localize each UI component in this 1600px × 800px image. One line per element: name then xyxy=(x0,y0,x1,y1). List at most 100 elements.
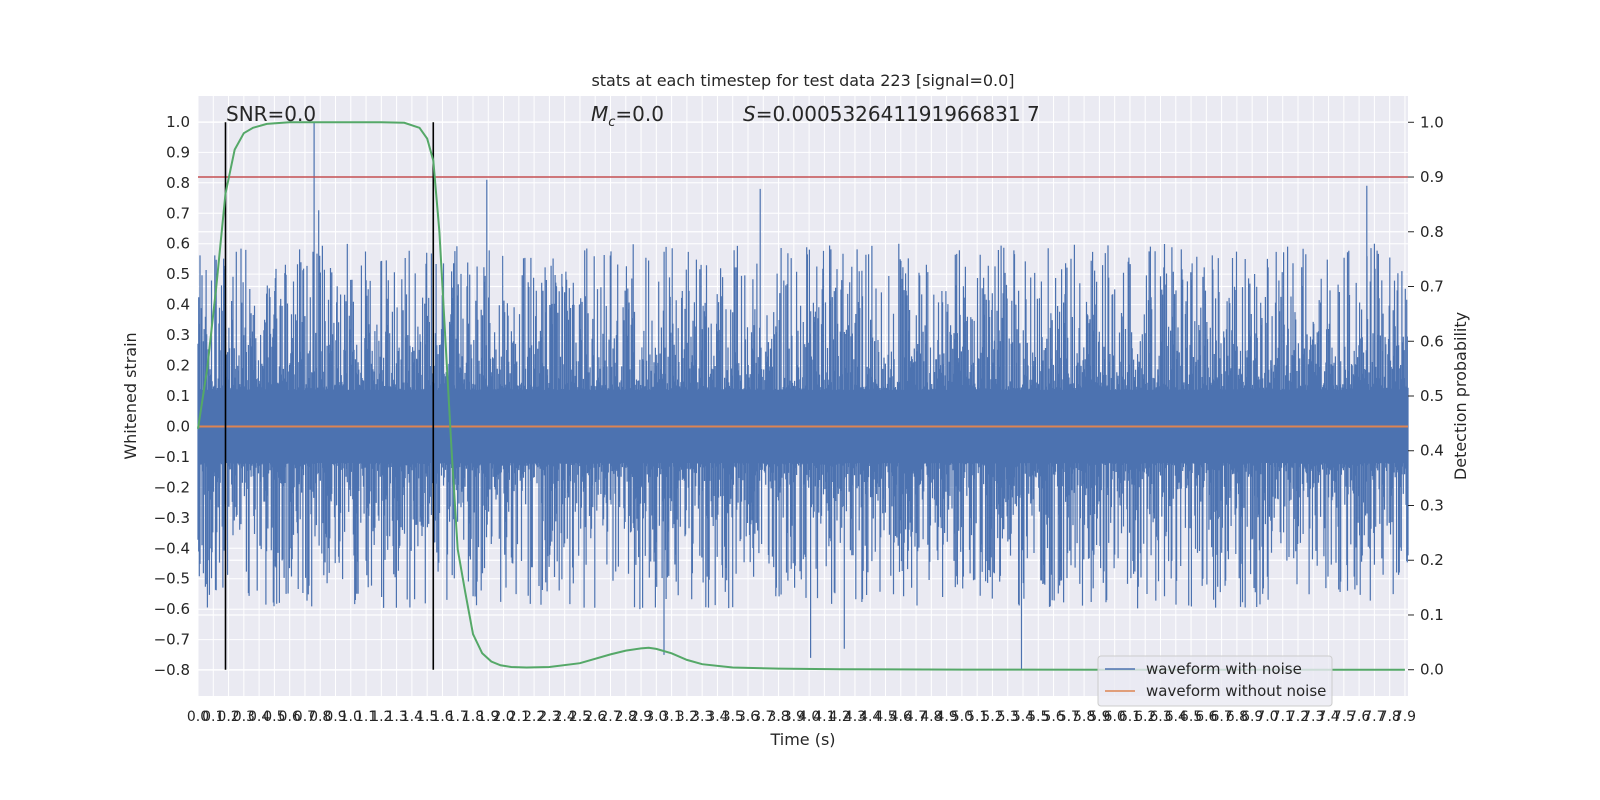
y-tick-label: −0.3 xyxy=(154,509,190,527)
y2-tick-label: 0.5 xyxy=(1420,387,1444,405)
y2-tick-label: 0.3 xyxy=(1420,496,1444,514)
x-tick-label: 1.0 xyxy=(340,709,362,725)
x-tick-label: 0.3 xyxy=(233,709,255,725)
y-tick-label: 0.2 xyxy=(166,357,190,375)
mc-symbol: M xyxy=(591,102,608,126)
x-tick-label: 6.2 xyxy=(1134,709,1156,725)
x-tick-label: 5.1 xyxy=(966,709,988,725)
y-tick-label: 0.4 xyxy=(166,296,190,314)
x-tick-label: 2.9 xyxy=(630,709,652,725)
mc-annotation: Mc=0.0 xyxy=(591,102,664,130)
x-tick-label: 7.5 xyxy=(1333,709,1355,725)
x-tick-label: 5.4 xyxy=(1012,709,1034,725)
x-tick-label: 0.6 xyxy=(279,709,301,725)
x-tick-label: 5.8 xyxy=(1073,709,1095,725)
mc-subscript: c xyxy=(608,115,615,130)
x-tick-label: 7.8 xyxy=(1379,709,1401,725)
x-tick-label: 7.3 xyxy=(1302,709,1324,725)
x-tick-label: 1.8 xyxy=(462,709,484,725)
x-tick-label: 1.9 xyxy=(477,709,499,725)
y2-tick-label: 0.2 xyxy=(1420,551,1444,569)
x-tick-label: 4.1 xyxy=(813,709,835,725)
legend-label-with-noise: waveform with noise xyxy=(1146,660,1302,678)
x-tick-label: 3.8 xyxy=(767,709,789,725)
x-tick-label: 3.9 xyxy=(783,709,805,725)
x-tick-label: 3.2 xyxy=(676,709,698,725)
x-tick-label: 2.7 xyxy=(599,709,621,725)
y-tick-label: 0.0 xyxy=(166,417,190,435)
x-tick-label: 2.3 xyxy=(538,709,560,725)
x-tick-label: 4.7 xyxy=(905,709,927,725)
x-tick-label: 5.2 xyxy=(981,709,1003,725)
y2-tick-label: 0.1 xyxy=(1420,606,1444,624)
x-tick-label: 6.4 xyxy=(1165,709,1187,725)
y-tick-label: 0.7 xyxy=(166,204,190,222)
legend-box xyxy=(1097,655,1333,707)
x-tick-label: 4.6 xyxy=(890,709,912,725)
y2-tick-label: 0.9 xyxy=(1420,168,1444,186)
x-tick-label: 0.5 xyxy=(263,709,285,725)
x-tick-label: 3.6 xyxy=(737,709,759,725)
x-tick-label: 5.5 xyxy=(1027,709,1049,725)
x-tick-label: 6.5 xyxy=(1180,709,1202,725)
s-annotation: S=0.000532641191966831 7 xyxy=(743,102,1040,126)
y-tick-label: −0.4 xyxy=(154,539,190,557)
y-tick-label: −0.6 xyxy=(154,600,190,618)
x-tick-label: 1.4 xyxy=(401,709,423,725)
y-tick-label: 0.9 xyxy=(166,143,190,161)
x-tick-label: 0.7 xyxy=(294,709,316,725)
x-tick-label: 5.7 xyxy=(1058,709,1080,725)
x-tick-label: 6.3 xyxy=(1149,709,1171,725)
legend: waveform with noise waveform without noi… xyxy=(1097,655,1333,707)
y-tick-label: 0.8 xyxy=(166,174,190,192)
legend-label-without-noise: waveform without noise xyxy=(1146,682,1326,700)
s-symbol: S xyxy=(743,102,756,126)
x-tick-label: 1.7 xyxy=(447,709,469,725)
x-tick-label: 0.9 xyxy=(324,709,346,725)
x-tick-label: 3.0 xyxy=(645,709,667,725)
x-tick-label: 2.6 xyxy=(584,709,606,725)
y2-tick-label: 1.0 xyxy=(1420,113,1444,131)
y2-axis-label: Detection probability xyxy=(1451,312,1470,480)
x-tick-label: 0.0 xyxy=(187,709,209,725)
x-tick-label: 1.1 xyxy=(355,709,377,725)
x-tick-label: 3.1 xyxy=(660,709,682,725)
x-tick-label: 0.8 xyxy=(309,709,331,725)
x-tick-label: 5.0 xyxy=(951,709,973,725)
x-tick-label: 4.9 xyxy=(935,709,957,725)
x-tick-label: 6.8 xyxy=(1226,709,1248,725)
x-tick-label: 7.6 xyxy=(1348,709,1370,725)
x-tick-label: 2.1 xyxy=(508,709,530,725)
mc-value: =0.0 xyxy=(615,102,664,126)
y2-tick-label: 0.8 xyxy=(1420,223,1444,241)
x-axis-label: Time (s) xyxy=(769,730,835,749)
x-tick-label: 4.3 xyxy=(844,709,866,725)
x-tick-label: 0.2 xyxy=(217,709,239,725)
x-tick-label: 5.6 xyxy=(1042,709,1064,725)
x-tick-label: 1.6 xyxy=(431,709,453,725)
y-tick-label: −0.7 xyxy=(154,631,190,649)
snr-annotation: SNR=0.0 xyxy=(226,102,316,126)
x-tick-label: 4.2 xyxy=(829,709,851,725)
x-tick-label: 3.5 xyxy=(722,709,744,725)
x-tick-label: 6.6 xyxy=(1195,709,1217,725)
s-value: =0.000532641191966831 7 xyxy=(756,102,1040,126)
x-tick-label: 3.4 xyxy=(706,709,728,725)
y-tick-label: −0.1 xyxy=(154,448,190,466)
x-tick-label: 7.2 xyxy=(1287,709,1309,725)
x-tick-label: 6.9 xyxy=(1241,709,1263,725)
x-tick-label: 1.2 xyxy=(370,709,392,725)
x-tick-label: 2.8 xyxy=(615,709,637,725)
y-tick-label: 0.6 xyxy=(166,235,190,253)
x-tick-label: 6.0 xyxy=(1104,709,1126,725)
y-tick-label: 0.1 xyxy=(166,387,190,405)
y2-tick-label: 0.6 xyxy=(1420,332,1444,350)
y-tick-label: −0.8 xyxy=(154,661,190,679)
y-tick-label: −0.5 xyxy=(154,570,190,588)
x-tick-label: 0.4 xyxy=(248,709,270,725)
x-tick-label: 2.4 xyxy=(554,709,576,725)
x-tick-label: 7.7 xyxy=(1363,709,1385,725)
axes: 0.00.10.20.30.40.50.60.70.80.91.01.11.21… xyxy=(154,113,1444,725)
detection-probability-line xyxy=(197,121,1405,671)
x-tick-label: 4.0 xyxy=(798,709,820,725)
